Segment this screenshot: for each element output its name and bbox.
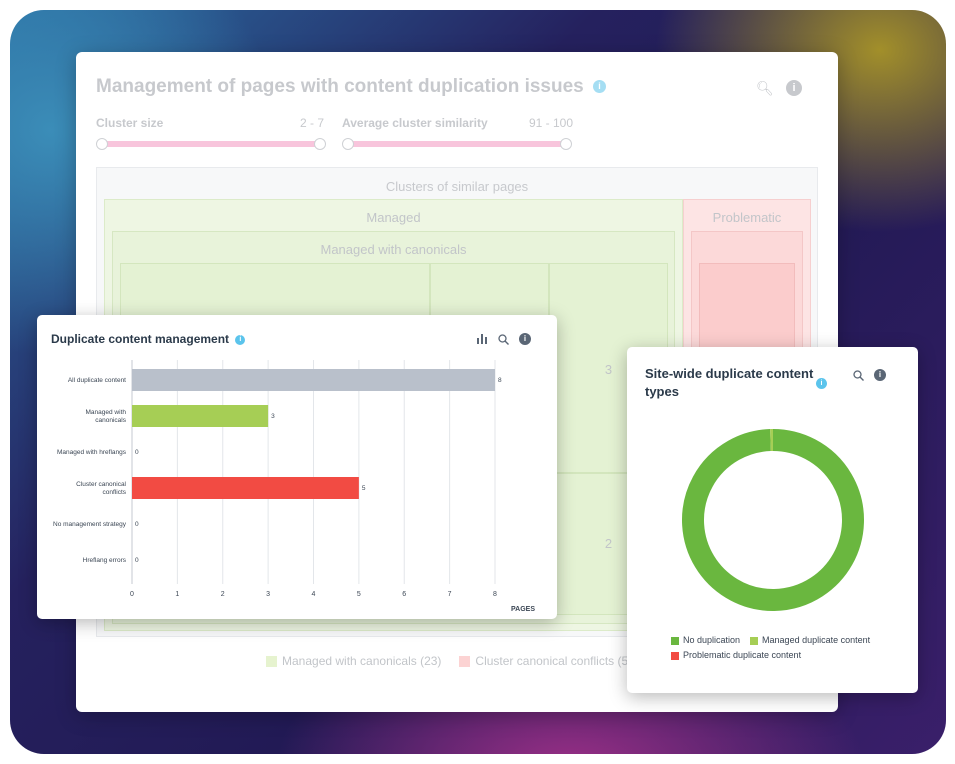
bar-chart-icon[interactable] [477, 334, 488, 344]
card-title: Site-wide duplicate content types i [645, 365, 827, 401]
category-label: All duplicate content [68, 377, 126, 384]
site-wide-duplicate-types-card: Site-wide duplicate content types i i No… [627, 347, 918, 693]
donut-legend: No duplication Managed duplicate content… [671, 633, 870, 663]
treemap-title: Clusters of similar pages [385, 179, 529, 194]
duplicate-content-bar-chart: 0 1 2 3 4 5 6 7 8 PAGES All duplicate content 8 Mana… [53, 360, 535, 613]
bar[interactable] [132, 405, 269, 427]
legend-swatch [459, 655, 471, 667]
slider-min-handle[interactable] [342, 138, 354, 150]
cluster-size-slider[interactable] [96, 138, 326, 150]
bar-value-label: 5 [362, 485, 366, 492]
bar-value-label: 8 [498, 377, 502, 384]
category-label: Managed with [86, 409, 127, 416]
cluster-count: 2 [604, 536, 613, 551]
legend-item[interactable]: Cluster canonical conflicts (5) [459, 654, 632, 668]
info-circle-icon[interactable]: i [786, 80, 802, 96]
info-circle-icon[interactable]: i [519, 333, 531, 345]
zoom-icon[interactable] [853, 369, 864, 381]
zoom-icon[interactable] [498, 333, 509, 345]
legend-item[interactable]: No duplication [671, 633, 740, 648]
avg-similarity-range: 91 - 100 [529, 116, 574, 130]
category-label: No management strategy [53, 521, 127, 528]
legend-item[interactable]: Problematic duplicate content [671, 648, 801, 663]
cluster-count: 3 [604, 362, 613, 377]
zoom-icon[interactable]: 🔍︎ [756, 80, 774, 96]
treemap-legend: Managed with canonicals (23) Cluster can… [266, 654, 632, 668]
bar[interactable] [132, 477, 359, 499]
problematic-label: Problematic [712, 210, 782, 225]
avg-similarity-label: Average cluster similarity [342, 116, 488, 130]
legend-swatch [671, 651, 679, 660]
card-title: Duplicate content management i [51, 332, 246, 346]
duplicate-content-management-card: Duplicate content management i i 0 1 2 3 4 5 6… [37, 315, 557, 619]
legend-swatch [750, 636, 759, 645]
x-tick-label: 8 [493, 591, 497, 598]
x-tick-label: 4 [312, 591, 316, 598]
avg-similarity-slider[interactable] [342, 138, 572, 150]
legend-item[interactable]: Managed with canonicals (23) [266, 654, 441, 668]
info-icon[interactable]: i [235, 334, 246, 345]
bar-value-label: 0 [135, 449, 139, 456]
bar-value-label: 0 [135, 557, 139, 564]
cluster-size-label: Cluster size [96, 116, 164, 130]
legend-swatch [671, 636, 679, 645]
x-tick-label: 7 [448, 591, 452, 598]
info-icon[interactable]: i [593, 80, 607, 94]
category-label: canonicals [95, 417, 126, 424]
x-tick-label: 3 [266, 591, 270, 598]
category-label: Managed with hreflangs [57, 449, 127, 456]
info-icon[interactable]: i [816, 378, 827, 389]
category-label: Cluster canonical [76, 481, 126, 488]
managed-label: Managed [366, 210, 421, 225]
legend-item[interactable]: Managed duplicate content [750, 633, 870, 648]
duplicate-types-donut-chart [682, 429, 864, 611]
info-circle-icon[interactable]: i [874, 369, 886, 381]
slider-max-handle[interactable] [560, 138, 572, 150]
x-tick-label: 5 [357, 591, 361, 598]
legend-swatch [266, 655, 277, 667]
bar-value-label: 0 [135, 521, 139, 528]
x-axis-label: PAGES [511, 606, 535, 613]
slider-max-handle[interactable] [314, 138, 326, 150]
x-tick-label: 6 [402, 591, 406, 598]
category-label: Hreflang errors [83, 557, 127, 564]
x-tick-label: 1 [175, 591, 179, 598]
panel-title: Management of pages with content duplica… [96, 76, 607, 98]
cluster-size-range: 2 - 7 [300, 116, 325, 130]
slider-min-handle[interactable] [96, 138, 108, 150]
managed-with-canonicals-label: Managed with canonicals [320, 242, 467, 257]
donut-slice[interactable] [682, 429, 864, 611]
x-tick-label: 0 [130, 591, 134, 598]
category-label: conflicts [103, 489, 127, 496]
bar[interactable] [132, 369, 495, 391]
x-tick-label: 2 [221, 591, 225, 598]
bar-value-label: 3 [271, 413, 275, 420]
